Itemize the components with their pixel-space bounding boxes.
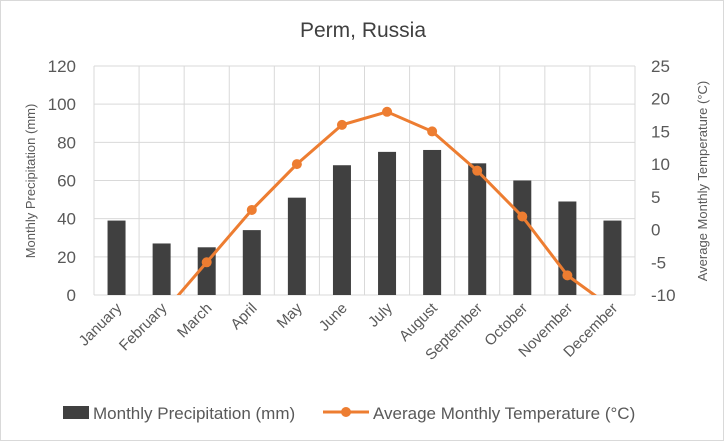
y2-tick-label: -10 bbox=[651, 286, 676, 305]
y2-tick-label: 10 bbox=[651, 155, 670, 174]
bar-october bbox=[513, 180, 532, 295]
y-tick-label: 60 bbox=[57, 172, 76, 191]
legend-label-precipitation: Monthly Precipitation (mm) bbox=[93, 404, 295, 423]
temperature-point-november bbox=[562, 270, 573, 281]
y-tick-label: 100 bbox=[48, 95, 76, 114]
temperature-point-march bbox=[201, 257, 212, 268]
bar-june bbox=[332, 165, 351, 295]
x-tick-label: May bbox=[274, 299, 306, 331]
y-tick-label: 40 bbox=[57, 210, 76, 229]
chart-title: Perm, Russia bbox=[300, 19, 426, 42]
bar-april bbox=[242, 230, 261, 295]
y2-tick-label: 15 bbox=[651, 122, 670, 141]
y2-tick-label: -5 bbox=[651, 253, 666, 272]
x-tick-label: July bbox=[365, 299, 396, 330]
y-tick-label: 20 bbox=[57, 248, 76, 267]
y2-tick-label: 5 bbox=[651, 188, 660, 207]
temperature-point-june bbox=[336, 119, 347, 130]
x-tick-label: April bbox=[227, 300, 260, 333]
y-axis-label: Monthly Precipitation (mm) bbox=[23, 104, 38, 259]
y-tick-label: 0 bbox=[67, 286, 76, 305]
bar-may bbox=[287, 197, 306, 295]
temperature-point-august bbox=[427, 126, 438, 137]
y-tick-label: 120 bbox=[48, 57, 76, 76]
x-tick-label: June bbox=[316, 300, 351, 335]
temperature-point-september bbox=[472, 165, 483, 176]
x-tick-label: March bbox=[174, 300, 215, 341]
y2-tick-label: 20 bbox=[651, 90, 670, 109]
y-tick-label: 80 bbox=[57, 133, 76, 152]
bar-february bbox=[152, 243, 171, 295]
bar-january bbox=[107, 220, 126, 295]
bar-august bbox=[423, 149, 442, 295]
bar-july bbox=[378, 151, 397, 295]
x-tick-label: February bbox=[116, 299, 171, 354]
temperature-point-july bbox=[382, 106, 393, 117]
temperature-point-october bbox=[517, 211, 528, 222]
y2-tick-label: 25 bbox=[651, 57, 670, 76]
temperature-point-april bbox=[246, 204, 257, 215]
bar-december bbox=[603, 220, 622, 295]
y2-axis-label: Average Monthly Temperature (°C) bbox=[695, 81, 710, 282]
y2-tick-label: 0 bbox=[651, 221, 660, 240]
legend-swatch-precipitation bbox=[63, 406, 89, 419]
temperature-line bbox=[176, 110, 597, 295]
legend-swatch-temperature-marker bbox=[341, 407, 351, 417]
temperature-point-may bbox=[291, 159, 302, 170]
bar-september bbox=[468, 163, 487, 295]
legend-label-temperature: Average Monthly Temperature (°C) bbox=[373, 404, 635, 423]
